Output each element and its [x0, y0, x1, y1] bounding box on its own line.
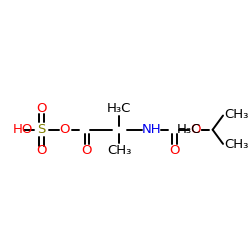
Text: CH₃: CH₃: [107, 144, 131, 157]
Text: HO: HO: [12, 123, 33, 136]
Text: O: O: [170, 144, 180, 157]
Text: NH: NH: [142, 123, 161, 136]
Text: CH₃: CH₃: [224, 138, 248, 151]
Text: S: S: [38, 123, 46, 136]
Text: H₃C: H₃C: [177, 123, 201, 136]
Text: O: O: [59, 123, 70, 136]
Text: O: O: [36, 144, 47, 157]
Text: CH₃: CH₃: [224, 108, 248, 121]
Text: O: O: [82, 144, 92, 157]
Text: O: O: [36, 102, 47, 116]
Text: O: O: [190, 123, 201, 136]
Text: H₃C: H₃C: [107, 102, 131, 116]
